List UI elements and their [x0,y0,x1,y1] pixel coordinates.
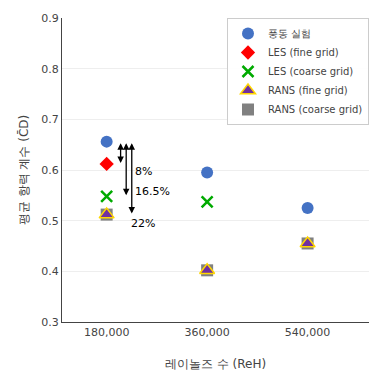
svg-text:0.7: 0.7 [41,113,59,126]
svg-text:180,000: 180,000 [84,326,129,339]
svg-text:0.9: 0.9 [41,12,59,25]
svg-text:8%: 8% [135,165,152,178]
svg-text:LES (coarse grid): LES (coarse grid) [268,66,353,77]
svg-text:0.8: 0.8 [41,63,59,76]
svg-text:레이놀즈 수 (ReH): 레이놀즈 수 (ReH) [165,357,266,371]
svg-text:RANS (fine grid): RANS (fine grid) [268,85,348,96]
svg-text:0.5: 0.5 [41,215,59,228]
svg-text:평균 항력 계수 (C̄D): 평균 항력 계수 (C̄D) [17,115,31,225]
svg-text:16.5%: 16.5% [135,185,170,198]
svg-text:22%: 22% [131,217,155,230]
svg-text:풍동 실험: 풍동 실험 [268,28,311,39]
svg-text:0.6: 0.6 [41,164,59,177]
svg-text:360,000: 360,000 [184,326,230,339]
svg-text:RANS (coarse grid): RANS (coarse grid) [268,104,362,115]
svg-text:0.4: 0.4 [41,265,59,278]
svg-text:LES (fine grid): LES (fine grid) [268,47,339,58]
svg-text:0.3: 0.3 [41,316,59,329]
svg-text:540,000: 540,000 [285,326,331,339]
